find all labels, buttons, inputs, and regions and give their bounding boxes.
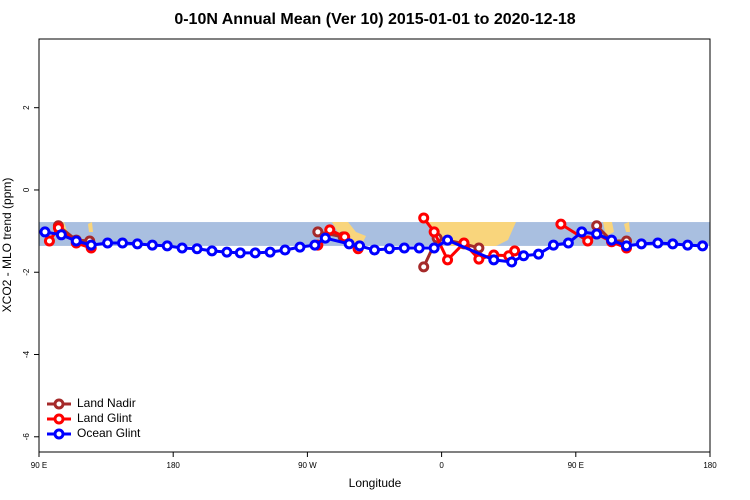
x-axis-label: Longitude (349, 476, 402, 490)
land-patch (624, 222, 630, 232)
data-point (55, 229, 67, 241)
data-point (161, 240, 173, 252)
data-point (319, 232, 331, 244)
x-tick-label: 180 (167, 461, 181, 470)
data-point (418, 261, 430, 273)
x-tick-label: 90 W (298, 461, 317, 470)
data-point (576, 226, 588, 238)
legend-label: Ocean Glint (77, 426, 141, 440)
data-point (39, 226, 51, 238)
y-tick-label: 0 (22, 187, 31, 192)
data-point (652, 237, 664, 249)
data-point (102, 237, 114, 249)
legend-label: Land Nadir (77, 396, 136, 410)
data-point (309, 239, 321, 251)
data-point (221, 246, 233, 258)
data-point (582, 235, 594, 247)
data-point (85, 239, 97, 251)
data-point (606, 234, 618, 246)
x-tick-label: 90 E (568, 461, 584, 470)
data-point (533, 248, 545, 260)
x-tick-label: 180 (703, 461, 717, 470)
data-point (324, 224, 336, 236)
data-point (506, 256, 518, 268)
data-point (635, 238, 647, 250)
data-point (555, 218, 567, 230)
data-point (398, 242, 410, 254)
data-point (428, 226, 440, 238)
data-point (191, 243, 203, 255)
series-line (48, 217, 628, 263)
data-point (620, 240, 632, 252)
legend-label: Land Glint (77, 411, 132, 425)
y-tick-label: -6 (22, 433, 31, 441)
data-point (176, 242, 188, 254)
data-point (413, 242, 425, 254)
y-tick-label: 2 (22, 105, 31, 110)
y-tick-label: -4 (22, 350, 31, 358)
data-point (518, 250, 530, 262)
data-point (354, 240, 366, 252)
data-point (562, 237, 574, 249)
data-point (70, 235, 82, 247)
data-point (442, 234, 454, 246)
legend-marker (53, 398, 65, 410)
data-point (234, 247, 246, 259)
data-point (442, 254, 454, 266)
data-point (294, 241, 306, 253)
data-point (312, 226, 324, 238)
data-point (383, 243, 395, 255)
band-layer (39, 222, 710, 246)
data-point (547, 239, 559, 251)
data-point (206, 245, 218, 257)
data-point (509, 245, 521, 257)
data-point (667, 238, 679, 250)
data-point (343, 238, 355, 250)
plot-frame (38, 38, 711, 453)
data-point (591, 228, 603, 240)
data-point (279, 244, 291, 256)
data-point (697, 240, 709, 252)
legend-marker (53, 428, 65, 440)
data-point (418, 212, 430, 224)
data-point (488, 254, 500, 266)
y-axis-label: XCO2 - MLO trend (ppm) (0, 178, 14, 313)
land-patch (603, 222, 614, 236)
x-tick-label: 0 (439, 461, 444, 470)
data-point (428, 242, 440, 254)
data-point (117, 237, 129, 249)
legend-marker (53, 413, 65, 425)
data-point (369, 244, 380, 256)
x-tick-label: 90 E (31, 461, 47, 470)
band (39, 222, 710, 246)
data-point (146, 239, 158, 251)
land-patch (332, 222, 366, 244)
data-point (682, 239, 694, 251)
land-patch (88, 222, 93, 232)
data-point (264, 246, 276, 258)
data-point (43, 235, 55, 247)
y-tick-label: -2 (22, 268, 31, 276)
data-point (131, 238, 143, 250)
chart-title: 0-10N Annual Mean (Ver 10) 2015-01-01 to… (174, 11, 575, 28)
data-point (249, 247, 261, 259)
